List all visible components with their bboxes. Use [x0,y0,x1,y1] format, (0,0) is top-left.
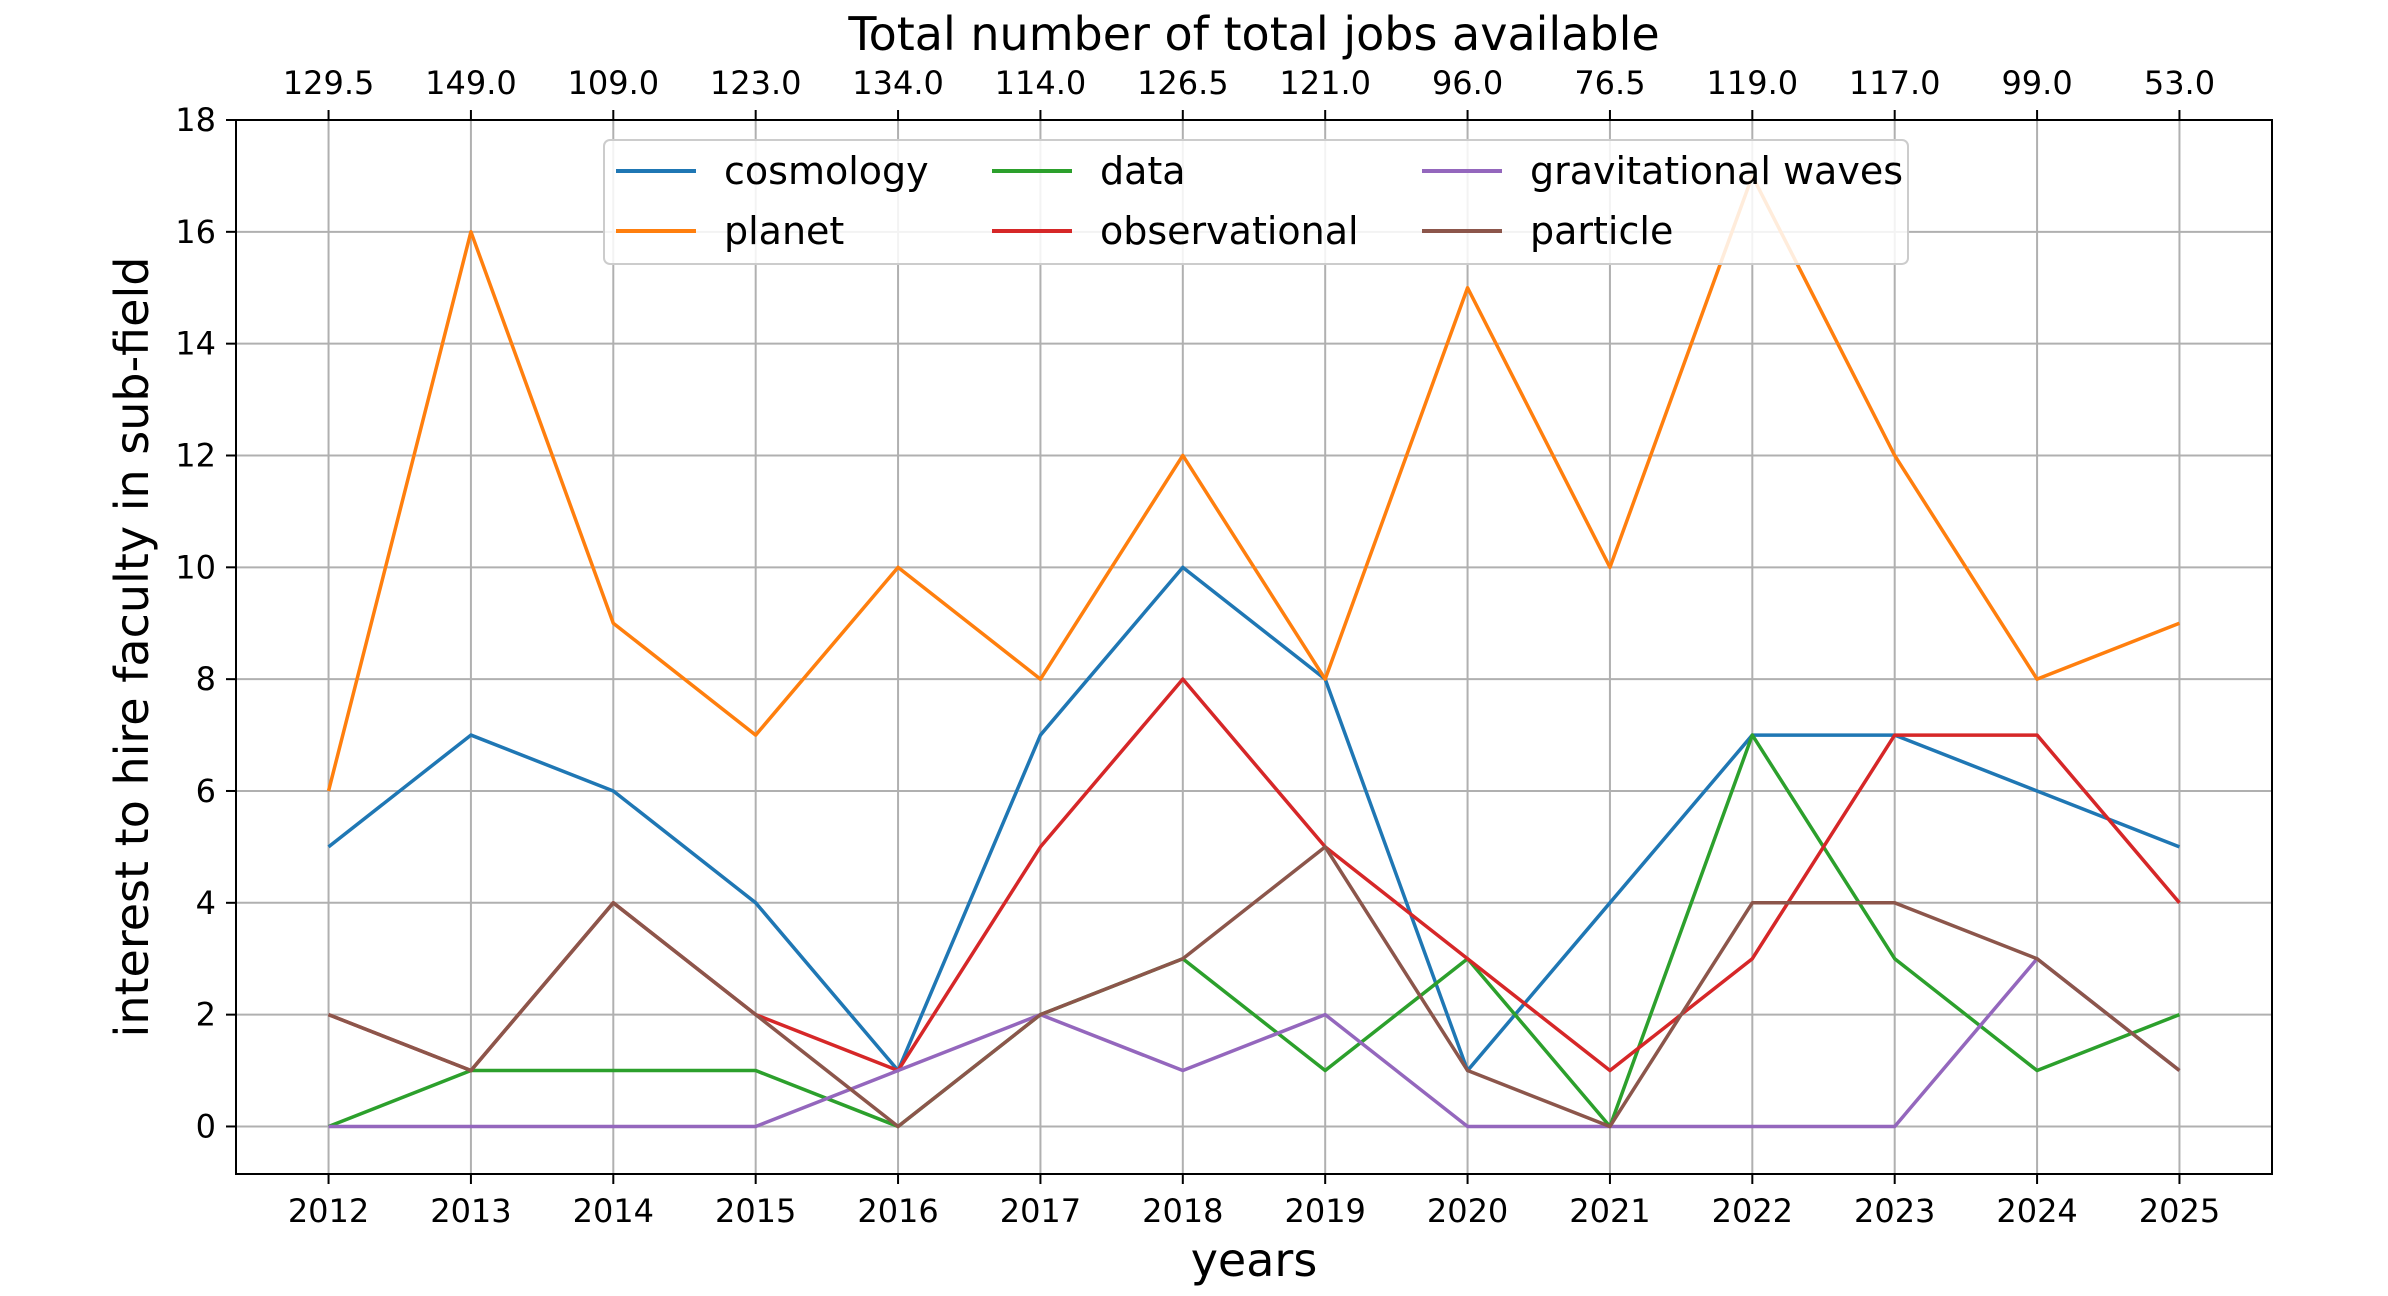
top-tick-label: 134.0 [852,64,944,102]
top-tick-label: 149.0 [425,64,517,102]
top-tick-label: 119.0 [1707,64,1799,102]
top-tick-label: 121.0 [1279,64,1371,102]
x-tick-label: 2015 [715,1192,796,1230]
x-axis-title: years [1191,1233,1318,1287]
x-tick-label: 2019 [1284,1192,1365,1230]
legend-frame [603,139,1909,265]
y-tick-label: 14 [175,325,216,363]
y-axis-title: interest to hire faculty in sub-field [105,257,159,1038]
top-tick-label: 117.0 [1849,64,1941,102]
series-line-cosmology [327,565,2181,1073]
x-tick-label: 2013 [430,1192,511,1230]
x-tick-label: 2018 [1142,1192,1223,1230]
y-tick-label: 4 [196,884,216,922]
legend-label: particle [1530,209,1673,253]
legend-label: cosmology [724,149,929,193]
series-line-particle [327,845,2181,1129]
top-tick-label: 109.0 [567,64,659,102]
y-tick-label: 18 [175,101,216,139]
legend-item: particle [1422,209,1673,253]
x-tick-label: 2025 [2139,1192,2220,1230]
legend-item: gravitational waves [1422,149,1903,193]
y-tick-label: 0 [196,1107,216,1145]
axis-ticks: 2012129.52013149.02014109.02015123.02016… [175,64,2220,1230]
x-tick-label: 2024 [1996,1192,2077,1230]
y-tick-label: 8 [196,660,216,698]
series-lines [326,174,2181,1129]
top-tick-label: 123.0 [710,64,802,102]
x-tick-label: 2023 [1854,1192,1935,1230]
top-tick-label: 114.0 [995,64,1087,102]
y-tick-label: 12 [175,436,216,474]
plot-frame [235,119,2273,1175]
x-tick-label: 2020 [1427,1192,1508,1230]
top-axis-title: Total number of total jobs available [847,7,1659,61]
series-line-gravitational-waves [328,956,2181,1129]
top-tick-label: 53.0 [2144,64,2215,102]
series-line-planet [326,174,2181,792]
legend-item: data [992,149,1186,193]
top-tick-label: 99.0 [2001,64,2072,102]
series-line-data [327,733,2181,1129]
y-tick-label: 10 [175,548,216,586]
legend-label: planet [724,209,844,253]
legend-label: gravitational waves [1530,149,1903,193]
legend-item: planet [616,209,844,253]
x-tick-label: 2022 [1712,1192,1793,1230]
y-tick-label: 6 [196,772,216,810]
legend-label: observational [1100,209,1359,253]
legend-item: cosmology [616,149,929,193]
top-tick-label: 96.0 [1432,64,1503,102]
top-tick-label: 76.5 [1574,64,1645,102]
legend-label: data [1100,149,1186,193]
x-tick-label: 2017 [1000,1192,1081,1230]
y-tick-label: 2 [196,996,216,1034]
x-tick-label: 2016 [857,1192,938,1230]
legend-item: observational [992,209,1359,253]
top-tick-label: 126.5 [1137,64,1229,102]
x-tick-label: 2012 [288,1192,369,1230]
y-tick-label: 16 [175,213,216,251]
x-tick-label: 2021 [1569,1192,1650,1230]
x-tick-label: 2014 [573,1192,654,1230]
legend: cosmology planet data observational gravitat… [603,139,1909,265]
top-tick-label: 129.5 [283,64,375,102]
gridlines [236,119,2272,1174]
